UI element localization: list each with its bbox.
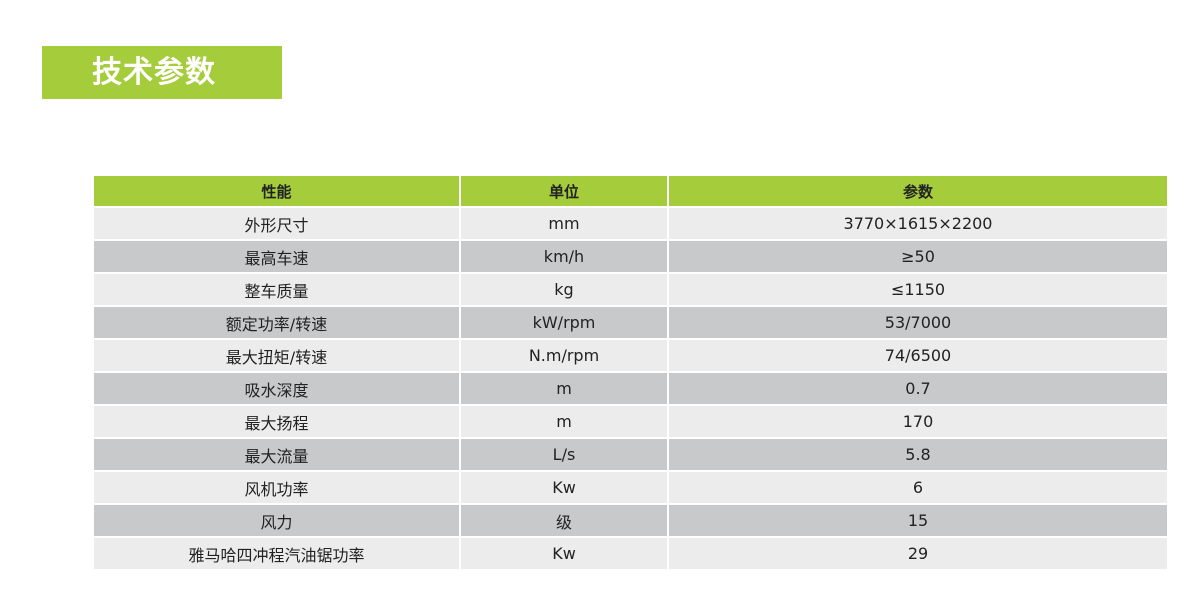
cell-performance: 最高车速	[94, 241, 459, 272]
cell-value: 74/6500	[669, 340, 1167, 371]
spec-table: 性能 单位 参数 外形尺寸 mm 3770×1615×2200 最高车速 km/h ≥50…	[92, 174, 1169, 571]
header-performance: 性能	[94, 176, 459, 206]
cell-unit: L/s	[461, 439, 667, 470]
cell-value: 53/7000	[669, 307, 1167, 338]
table-row: 雅马哈四冲程汽油锯功率 Kw 29	[94, 538, 1167, 569]
cell-unit: mm	[461, 208, 667, 239]
cell-unit: Kw	[461, 472, 667, 503]
cell-value: 5.8	[669, 439, 1167, 470]
table-row: 最大流量 L/s 5.8	[94, 439, 1167, 470]
table-row: 最大扭矩/转速 N.m/rpm 74/6500	[94, 340, 1167, 371]
section-title: 技术参数	[42, 46, 282, 99]
table-row: 风机功率 Kw 6	[94, 472, 1167, 503]
cell-unit: m	[461, 373, 667, 404]
cell-performance: 外形尺寸	[94, 208, 459, 239]
table-row: 额定功率/转速 kW/rpm 53/7000	[94, 307, 1167, 338]
cell-value: 29	[669, 538, 1167, 569]
cell-unit: kg	[461, 274, 667, 305]
cell-value: ≥50	[669, 241, 1167, 272]
cell-performance: 额定功率/转速	[94, 307, 459, 338]
cell-performance: 雅马哈四冲程汽油锯功率	[94, 538, 459, 569]
cell-value: 0.7	[669, 373, 1167, 404]
table-header: 性能 单位 参数	[94, 176, 1167, 206]
cell-unit: kW/rpm	[461, 307, 667, 338]
table-row: 外形尺寸 mm 3770×1615×2200	[94, 208, 1167, 239]
cell-performance: 最大扭矩/转速	[94, 340, 459, 371]
cell-value: 170	[669, 406, 1167, 437]
table-row: 吸水深度 m 0.7	[94, 373, 1167, 404]
table-row: 风力级 15	[94, 505, 1167, 536]
cell-performance: 整车质量	[94, 274, 459, 305]
cell-unit: km/h	[461, 241, 667, 272]
header-value: 参数	[669, 176, 1167, 206]
cell-value: ≤1150	[669, 274, 1167, 305]
cell-unit: N.m/rpm	[461, 340, 667, 371]
cell-performance: 最大扬程	[94, 406, 459, 437]
cell-performance: 风机功率	[94, 472, 459, 503]
cell-unit: 级	[461, 505, 667, 536]
cell-unit: Kw	[461, 538, 667, 569]
cell-value: 3770×1615×2200	[669, 208, 1167, 239]
table-row: 最大扬程 m 170	[94, 406, 1167, 437]
cell-performance: 吸水深度	[94, 373, 459, 404]
cell-value: 15	[669, 505, 1167, 536]
cell-performance: 最大流量	[94, 439, 459, 470]
header-unit: 单位	[461, 176, 667, 206]
cell-value: 6	[669, 472, 1167, 503]
cell-performance: 风力	[94, 505, 459, 536]
cell-unit: m	[461, 406, 667, 437]
table-row: 最高车速 km/h ≥50	[94, 241, 1167, 272]
table-row: 整车质量 kg ≤1150	[94, 274, 1167, 305]
